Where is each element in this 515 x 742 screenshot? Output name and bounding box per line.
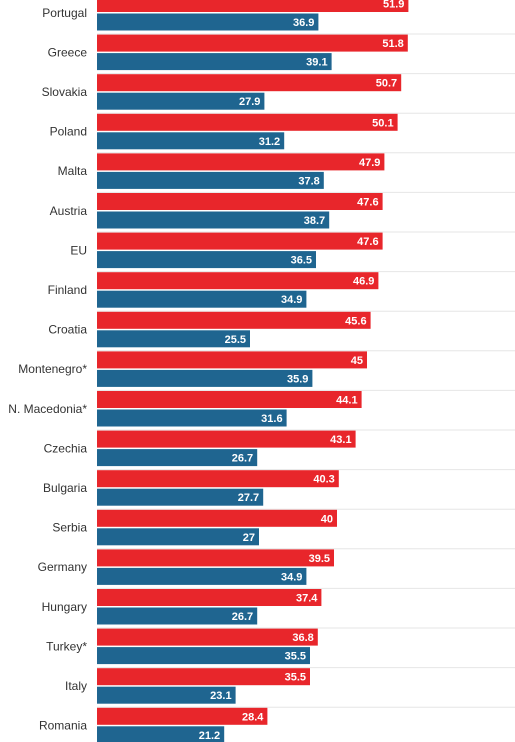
bar-blue xyxy=(97,528,259,546)
data-label: 40 xyxy=(321,513,333,525)
category-label: Bulgaria xyxy=(43,481,87,495)
bar-red xyxy=(97,430,356,448)
bars xyxy=(97,0,409,742)
bar-red xyxy=(97,34,408,52)
data-label: 34.9 xyxy=(281,571,302,583)
bar-blue xyxy=(97,171,324,189)
bar-blue xyxy=(97,409,287,427)
bar-red xyxy=(97,589,322,606)
data-label: 35.5 xyxy=(285,651,306,663)
category-label: Greece xyxy=(48,45,88,59)
bar-red xyxy=(97,153,385,171)
bar-blue xyxy=(97,607,258,625)
data-label: 34.9 xyxy=(281,294,302,306)
data-label: 51.8 xyxy=(382,38,403,50)
data-label: 35.9 xyxy=(287,373,308,385)
category-label: Romania xyxy=(39,719,87,733)
data-label: 50.7 xyxy=(376,78,397,90)
data-label: 36.5 xyxy=(291,255,312,267)
data-label: 37.4 xyxy=(296,593,318,605)
bar-blue xyxy=(97,330,250,348)
category-label: EU xyxy=(70,243,87,257)
category-label: Hungary xyxy=(42,600,87,614)
labels: Portugal 51.9 36.9 Greece 51.8 39.1 Slovakia 50… xyxy=(8,0,404,742)
bar-blue xyxy=(97,369,313,387)
bar-blue xyxy=(97,251,316,269)
bar-red xyxy=(97,391,362,408)
data-label: 46.9 xyxy=(353,276,374,288)
bar-red xyxy=(97,628,318,646)
category-label: Poland xyxy=(50,125,87,139)
bar-red xyxy=(97,351,367,369)
category-label: Croatia xyxy=(48,323,87,337)
data-label: 47.6 xyxy=(357,197,378,209)
data-label: 25.5 xyxy=(225,334,246,346)
data-label: 47.6 xyxy=(357,236,378,248)
category-label: Serbia xyxy=(52,521,87,535)
bar-blue xyxy=(97,567,307,585)
category-label: Germany xyxy=(38,560,87,574)
data-label: 44.1 xyxy=(336,395,357,407)
category-label: Portugal xyxy=(42,6,87,20)
data-label: 39.5 xyxy=(309,553,330,565)
data-label: 31.2 xyxy=(259,136,280,148)
data-label: 43.1 xyxy=(330,434,351,446)
category-label: Finland xyxy=(48,283,87,297)
data-label: 45.6 xyxy=(345,315,366,327)
data-label: 36.9 xyxy=(293,17,314,29)
category-label: Turkey* xyxy=(46,639,87,653)
category-label: N. Macedonia* xyxy=(8,402,87,416)
data-label: 37.8 xyxy=(298,175,319,187)
bar-blue xyxy=(97,647,310,665)
bar-red xyxy=(97,113,398,131)
bar-blue xyxy=(97,53,332,71)
data-label: 51.9 xyxy=(383,0,404,11)
bar-red xyxy=(97,707,268,725)
data-label: 36.8 xyxy=(292,632,313,644)
data-label: 39.1 xyxy=(306,57,327,69)
bar-blue xyxy=(97,132,285,150)
data-label: 38.7 xyxy=(304,215,325,227)
bar-blue xyxy=(97,726,225,742)
bar-red xyxy=(97,0,409,12)
data-label: 27 xyxy=(243,532,255,544)
category-label: Austria xyxy=(50,204,88,218)
bar-red xyxy=(97,193,383,210)
bar-blue xyxy=(97,92,265,110)
data-label: 26.7 xyxy=(232,453,253,465)
category-label: Malta xyxy=(58,164,88,178)
bar-red xyxy=(97,509,337,527)
data-label: 28.4 xyxy=(242,711,264,723)
data-label: 27.7 xyxy=(238,492,259,504)
data-label: 45 xyxy=(351,355,363,367)
data-label: 27.9 xyxy=(239,96,260,108)
category-label: Slovakia xyxy=(42,85,88,99)
data-label: 50.1 xyxy=(372,117,393,129)
bar-blue xyxy=(97,211,330,229)
bar-blue xyxy=(97,290,307,308)
category-label: Montenegro* xyxy=(18,362,87,376)
data-label: 47.9 xyxy=(359,157,380,169)
data-label: 21.2 xyxy=(199,730,220,742)
bar-red xyxy=(97,668,310,686)
data-label: 35.5 xyxy=(285,672,306,684)
bar-red xyxy=(97,74,402,92)
bar-red xyxy=(97,232,383,250)
data-label: 23.1 xyxy=(210,690,231,702)
category-label: Czechia xyxy=(44,441,88,455)
data-label: 26.7 xyxy=(232,611,253,623)
data-label: 31.6 xyxy=(261,413,282,425)
bar-red xyxy=(97,470,339,488)
bar-blue xyxy=(97,686,236,704)
data-label: 40.3 xyxy=(313,474,334,486)
bar-red xyxy=(97,272,379,290)
bar-red xyxy=(97,311,371,329)
row-gridlines xyxy=(97,33,515,708)
bar-red xyxy=(97,549,334,567)
category-label: Italy xyxy=(65,679,87,693)
bar-blue xyxy=(97,13,319,31)
bar-blue xyxy=(97,449,258,467)
bar-blue xyxy=(97,488,264,506)
